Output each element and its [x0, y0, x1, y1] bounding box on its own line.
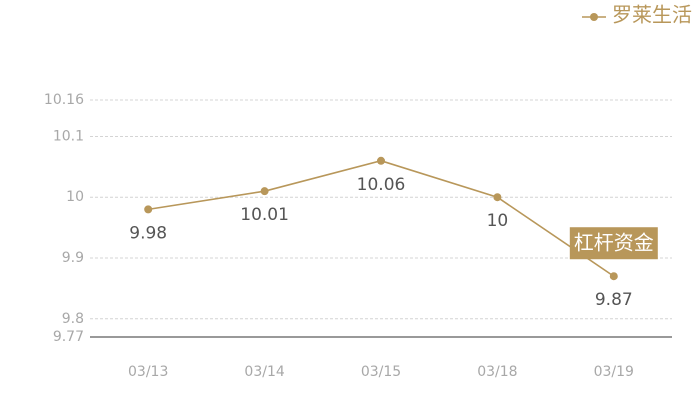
- data-point: [609, 272, 618, 281]
- data-point: [377, 156, 385, 165]
- annotation: 杠杆资金: [574, 231, 654, 255]
- data-point: [144, 205, 153, 214]
- y-tick-label: 9.9: [62, 250, 84, 266]
- x-tick-label: 03/15: [361, 364, 401, 380]
- data-label: 9.98: [129, 223, 167, 243]
- y-tick-label: 10.16: [44, 92, 84, 108]
- data-label: 10: [487, 211, 509, 231]
- legend-marker: [590, 13, 598, 21]
- y-tick-label: 10: [66, 189, 84, 205]
- data-point: [260, 187, 269, 196]
- x-tick-label: 03/14: [244, 364, 284, 380]
- x-tick-label: 03/19: [594, 364, 634, 380]
- y-tick-label: 9.77: [53, 329, 84, 345]
- data-label: 10.01: [240, 205, 289, 225]
- data-label: 10.06: [357, 175, 406, 195]
- y-tick-label: 10.1: [53, 128, 84, 144]
- y-tick-label: 9.8: [62, 311, 84, 327]
- x-tick-label: 03/13: [128, 364, 168, 380]
- legend-label: 罗莱生活: [612, 3, 692, 27]
- x-tick-label: 03/18: [477, 364, 517, 380]
- data-point: [493, 193, 502, 202]
- annotation-box: [569, 227, 658, 260]
- data-label: 9.87: [595, 290, 633, 310]
